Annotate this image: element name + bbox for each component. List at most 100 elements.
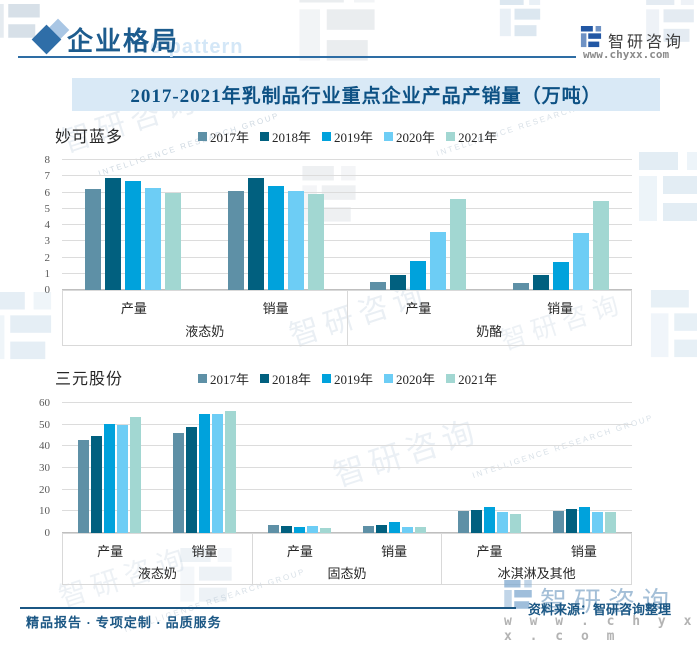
axis-group-label: 固态奶	[327, 566, 367, 581]
bar	[165, 192, 182, 290]
legend-label: 2017年	[210, 130, 250, 145]
bar	[497, 512, 508, 533]
bar	[320, 528, 331, 533]
gridline	[62, 240, 632, 242]
y-tick-label: 20	[39, 483, 50, 496]
y-tick-label: 40	[39, 440, 50, 453]
bar-group	[157, 403, 252, 533]
y-tick-label: 6	[44, 186, 51, 199]
axis-leaf-label: 产量	[97, 544, 124, 559]
legend-label: 2017年	[210, 372, 250, 387]
bar	[592, 200, 609, 290]
watermark-logo-icon	[498, 0, 542, 38]
axis-section: 产量 销量冰淇淋及其他	[441, 534, 631, 584]
axis-group-label: 冰淇淋及其他	[497, 566, 576, 581]
axis-section: 产量 销量 液态奶	[63, 534, 252, 584]
legend-swatch	[446, 374, 456, 383]
legend-label: 2021年	[458, 372, 498, 387]
legend-label: 2019年	[334, 372, 374, 387]
bar	[268, 524, 279, 533]
legend-item: 2021年	[446, 127, 497, 146]
bar	[78, 439, 89, 533]
bar	[415, 527, 426, 533]
axis-leaf-label: 销量	[547, 301, 574, 316]
bar-groups	[62, 160, 632, 290]
gridline	[62, 224, 632, 225]
legend-item: 2017年	[198, 369, 249, 388]
bar-group	[347, 403, 442, 533]
legend-label: 2018年	[272, 372, 312, 387]
bar	[117, 424, 128, 533]
bar	[85, 189, 102, 290]
watermark-logo-icon	[296, 0, 378, 64]
axis-leaf-row: 产量 销量	[348, 291, 632, 318]
legend-swatch	[260, 374, 270, 383]
bar	[199, 413, 210, 533]
bar	[370, 281, 387, 290]
legend-label: 2019年	[334, 130, 374, 145]
y-tick-label: 50	[39, 418, 50, 431]
axis-section: 产量 销量 液态奶	[63, 291, 347, 345]
legend-item: 2019年	[322, 127, 373, 146]
bar-group	[205, 160, 348, 290]
section-title-ghost-text: e pattern	[150, 36, 244, 58]
legend-swatch	[260, 132, 270, 141]
y-tick-label: 0	[44, 284, 51, 296]
bar-group	[537, 403, 632, 533]
legend-swatch	[198, 374, 207, 383]
gridline	[62, 272, 632, 274]
plot-area	[62, 402, 632, 533]
gridline	[62, 207, 632, 209]
bar	[471, 509, 482, 533]
bar-group	[490, 160, 633, 290]
legend-item: 2019年	[322, 369, 373, 388]
bar-group	[62, 403, 157, 533]
legend-item: 2018年	[260, 369, 311, 388]
bar	[553, 511, 564, 533]
y-axis: 0 10 20 30 40 50 60	[22, 397, 56, 539]
bar	[484, 507, 495, 533]
y-tick-label: 7	[44, 170, 51, 183]
axis-leaf-row: 产量 销量	[253, 534, 442, 560]
website-url: www.chyxx.com	[583, 48, 670, 61]
bar	[402, 526, 413, 533]
legend-label: 2018年	[272, 130, 312, 145]
y-tick-label: 5	[44, 202, 51, 215]
bar	[430, 231, 447, 290]
bar-group	[252, 403, 347, 533]
chart-banner: 2017-2021年乳制品行业重点企业产品产销量（万吨）	[72, 78, 660, 111]
bar	[130, 417, 141, 533]
axis-leaf-row: 产量 销量	[63, 291, 347, 318]
gridline	[62, 402, 632, 403]
gridline	[62, 256, 632, 258]
y-tick-label: 60	[39, 397, 50, 409]
y-tick-label: 2	[44, 251, 51, 264]
bar	[605, 511, 616, 533]
bar	[247, 177, 264, 290]
plot-area	[62, 159, 632, 290]
axis-leaf-row: 产量 销量	[442, 534, 631, 560]
bar	[410, 260, 427, 290]
legend-swatch	[384, 374, 394, 383]
zhiyan-logo-icon	[580, 26, 602, 48]
chart-sanyuan: 三元股份 2017年 2018年 2019年 2020年 2021年 0 10 20 30 40…	[0, 360, 697, 592]
zhiyan-logo-watermark-icon	[503, 580, 533, 610]
data-source-note: 资料来源：智研咨询整理	[528, 602, 672, 617]
bar	[145, 187, 162, 290]
bar	[552, 262, 569, 290]
website-watermark: w w w . c h y x x . c o m	[504, 614, 697, 644]
legend-item: 2021年	[446, 369, 497, 388]
section-title: 企业格局	[67, 27, 180, 56]
bar	[227, 190, 244, 290]
y-tick-label: 4	[44, 219, 51, 231]
bar	[390, 274, 407, 290]
gridline	[62, 510, 632, 512]
gridline	[62, 423, 632, 425]
bar-group	[62, 160, 205, 290]
bar	[510, 513, 521, 533]
bar-group	[347, 160, 490, 290]
bar	[212, 413, 223, 533]
legend-item: 2020年	[384, 127, 435, 146]
chart-title: 妙可蓝多	[55, 129, 124, 146]
legend-item: 2017年	[198, 127, 249, 146]
